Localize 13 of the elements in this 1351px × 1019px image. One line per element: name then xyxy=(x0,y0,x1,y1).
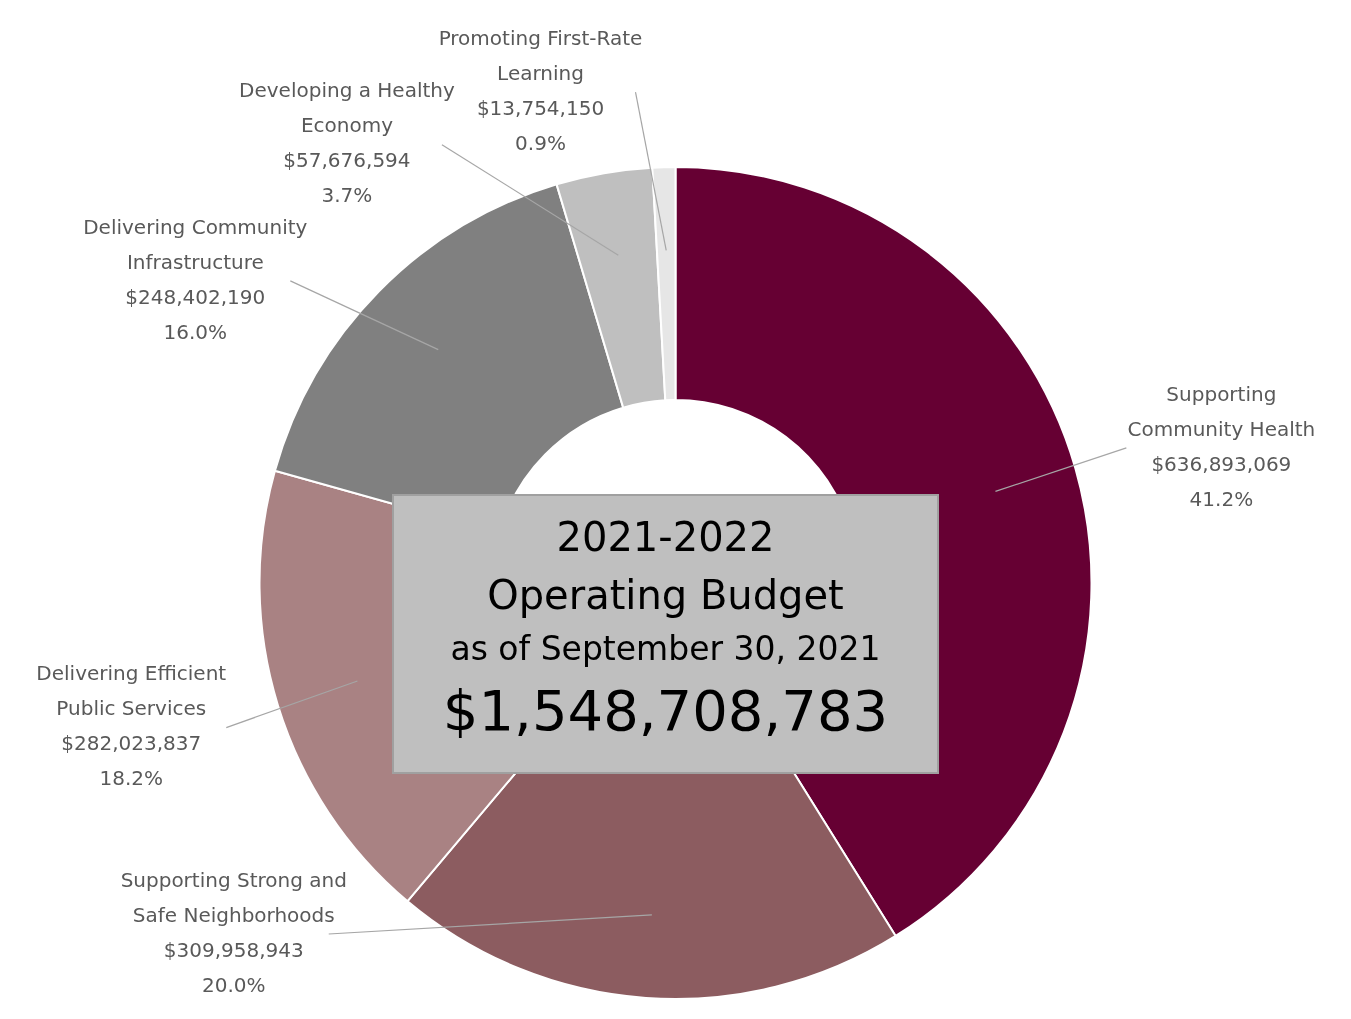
slice-label: Delivering Efficient Public Services xyxy=(36,661,227,721)
data-label: $309,958,943 20.0% xyxy=(163,937,304,997)
data-label: $57,676,594 3.7% xyxy=(283,148,411,208)
data-label: $248,402,190 16.0% xyxy=(125,284,266,344)
slice-label: Supporting Community Health xyxy=(1127,381,1316,441)
slice-label: Delivering Community Infrastructure xyxy=(83,214,308,274)
text: 2021-2022 Operating Budget xyxy=(487,513,844,618)
slice-label: Supporting Strong and Safe Neighborhoods xyxy=(120,867,347,927)
data-label: $636,893,069 41.2% xyxy=(1151,451,1292,511)
text: $1,548,708,783 xyxy=(442,678,889,744)
data-label: $13,754,150 0.9% xyxy=(476,95,605,155)
data-label: $282,023,837 18.2% xyxy=(61,731,202,791)
text: as of September 30, 2021 xyxy=(450,628,881,668)
